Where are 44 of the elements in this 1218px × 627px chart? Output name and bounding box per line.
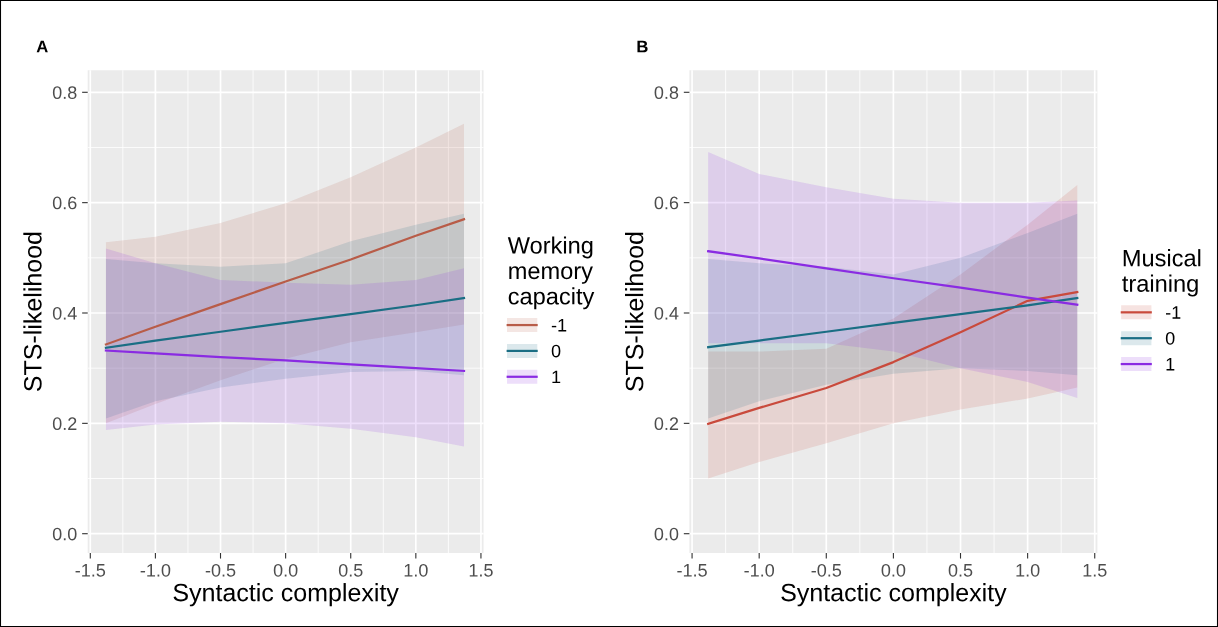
- x-tick-label: -1.0: [140, 563, 171, 577]
- x-tick-label: 0.5: [338, 563, 363, 577]
- y-axis-title: STS-likelihood: [23, 232, 42, 392]
- y-axis-title: STS-likelihood: [625, 232, 644, 392]
- y-tick-label: 0.0: [654, 527, 679, 541]
- line-series: [104, 296, 466, 349]
- line-series: [707, 290, 1079, 426]
- legend-label: 1: [552, 370, 561, 384]
- x-tick-label: -1.5: [75, 564, 106, 577]
- line-series: [707, 250, 1079, 306]
- x-tick-label: 1.5: [1083, 564, 1107, 577]
- x-axis-title: Syntactic complexity: [173, 583, 399, 607]
- y-tick-label: 0.4: [52, 306, 77, 320]
- x-tick-label: 1.0: [1016, 563, 1040, 577]
- x-tick-label: 0.0: [881, 563, 906, 577]
- line-series: [707, 296, 1079, 349]
- x-axis-title: Syntactic complexity: [781, 583, 1007, 607]
- y-tick-label: 0.0: [52, 527, 77, 541]
- x-tick-label: 1.5: [469, 564, 493, 577]
- line-series: [104, 349, 466, 373]
- x-tick-label: 0.5: [948, 563, 973, 577]
- x-tick-label: -0.5: [205, 563, 236, 577]
- x-tick-label: -1.5: [677, 564, 707, 577]
- x-tick-label: 1.0: [404, 563, 428, 577]
- y-tick-label: 0.6: [654, 196, 679, 210]
- x-tick-label: 0.0: [273, 563, 298, 577]
- legend-label: -1: [551, 318, 567, 332]
- legend-label: -1: [1165, 306, 1181, 319]
- line-series: [104, 218, 466, 346]
- legend-title: Working memory capacity: [507, 236, 595, 310]
- y-tick-label: 0.8: [52, 86, 77, 100]
- legend-label: 1: [1166, 357, 1175, 371]
- x-tick-label: -0.5: [811, 563, 842, 577]
- y-tick-label: 0.2: [52, 417, 77, 431]
- legend-label: 0: [551, 344, 561, 358]
- y-tick-label: 0.6: [52, 196, 77, 210]
- chart-title: A: [36, 40, 48, 53]
- legend-label: 0: [1165, 331, 1175, 345]
- chart-title: B: [637, 40, 648, 53]
- y-tick-label: 0.4: [654, 306, 679, 320]
- x-tick-label: -1.0: [744, 563, 775, 577]
- legend-title: Musical training: [1122, 249, 1201, 297]
- y-tick-label: 0.8: [654, 86, 679, 100]
- y-tick-label: 0.2: [654, 417, 679, 431]
